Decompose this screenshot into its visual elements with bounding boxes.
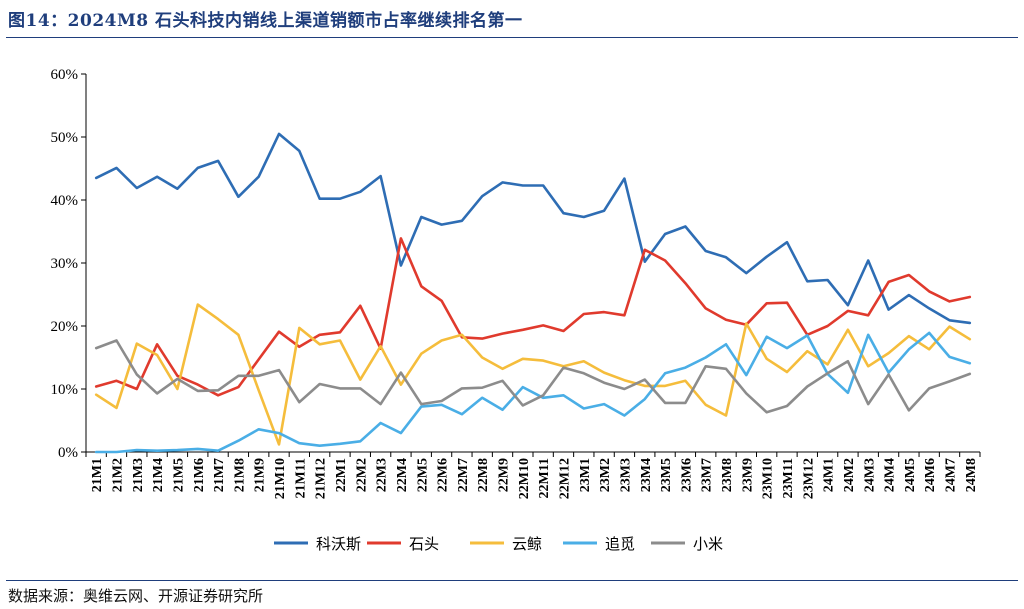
x-tick-label: 21M6 (192, 458, 207, 492)
legend-label-石头: 石头 (409, 535, 439, 553)
x-tick-label: 23M8 (720, 458, 735, 492)
figure-title: 图14：2024M8 石头科技内销线上渠道销额市占率继续排名第一 (8, 11, 523, 31)
source-note: 数据来源：奥维云网、开源证券研究所 (8, 587, 264, 605)
legend-label-追觅: 追觅 (605, 535, 635, 553)
x-tick-label: 23M3 (618, 458, 633, 492)
x-tick-label: 24M1 (822, 458, 837, 492)
x-tick-label: 23M7 (700, 458, 715, 492)
x-tick-label: 22M11 (537, 458, 552, 498)
x-tick-label: 21M4 (151, 458, 166, 492)
x-tick-label: 21M11 (293, 458, 308, 498)
x-tick-label: 23M2 (598, 458, 613, 492)
x-tick-label: 22M2 (354, 458, 369, 492)
legend-label-小米: 小米 (693, 535, 723, 553)
x-tick-label: 22M7 (456, 458, 471, 492)
x-tick-label: 21M9 (253, 458, 268, 492)
x-tick-label: 21M1 (90, 458, 105, 492)
x-tick-label: 22M5 (415, 458, 430, 492)
y-tick-label: 0% (58, 445, 78, 461)
y-tick-label: 10% (51, 382, 79, 398)
x-tick-label: 22M12 (557, 458, 572, 499)
series-line-云鲸 (94, 303, 972, 446)
x-tick-label: 24M3 (862, 458, 877, 492)
x-tick-label: 23M6 (679, 458, 694, 492)
x-tick-label: 21M2 (110, 458, 125, 492)
x-tick-label: 21M3 (131, 458, 146, 492)
series-line-追觅 (94, 331, 972, 454)
x-tick-label: 21M5 (171, 458, 186, 492)
series-line-石头 (94, 237, 972, 397)
source-rule (6, 580, 1018, 581)
y-tick-label: 20% (51, 319, 79, 335)
x-tick-label: 22M9 (497, 458, 512, 492)
x-tick-label: 24M5 (903, 458, 918, 492)
y-tick-label: 40% (51, 193, 79, 209)
legend-label-科沃斯: 科沃斯 (316, 535, 361, 553)
x-tick-label: 22M6 (436, 458, 451, 492)
y-tick-label: 60% (51, 67, 79, 83)
x-tick-label: 21M7 (212, 458, 227, 492)
x-tick-label: 22M10 (517, 458, 532, 499)
x-tick-label: 23M4 (639, 458, 654, 492)
y-tick-label: 30% (51, 256, 79, 272)
series-line-小米 (94, 339, 972, 414)
x-tick-label: 24M2 (842, 458, 857, 492)
chart-series-lines (94, 132, 972, 454)
x-tick-label: 24M4 (883, 458, 898, 492)
chart-axes: 0% 10% 20% 30% 40% 50% 60% 21M1 21M2 21M3 21M4 21M5… (51, 67, 981, 499)
x-tick-label: 21M10 (273, 458, 288, 499)
x-tick-label: 23M5 (659, 458, 674, 492)
market-share-line-chart: 0% 10% 20% 30% 40% 50% 60% 21M1 21M2 21M3 21M4 21M5… (51, 67, 981, 553)
x-tick-label: 24M8 (964, 458, 979, 492)
x-tick-label: 23M9 (740, 458, 755, 492)
y-tick-label: 50% (51, 130, 79, 146)
series-line-科沃斯 (94, 132, 972, 325)
x-tick-label: 23M10 (761, 458, 776, 499)
x-tick-label: 23M12 (801, 458, 816, 499)
title-rule (6, 37, 1018, 38)
x-tick-label: 22M3 (375, 458, 390, 492)
x-tick-label: 23M1 (578, 458, 593, 492)
x-tick-label: 24M7 (944, 458, 959, 492)
chart-legend: 科沃斯 石头 云鲸 追觅 小米 (274, 535, 723, 553)
x-tick-label: 24M6 (923, 458, 938, 492)
legend-label-云鲸: 云鲸 (512, 535, 542, 553)
x-tick-label: 21M12 (314, 458, 329, 499)
x-tick-label: 21M8 (232, 458, 247, 492)
x-tick-label: 22M8 (476, 458, 491, 492)
x-tick-label: 23M11 (781, 458, 796, 498)
x-tick-label: 22M4 (395, 458, 410, 492)
x-tick-label: 22M1 (334, 458, 349, 492)
